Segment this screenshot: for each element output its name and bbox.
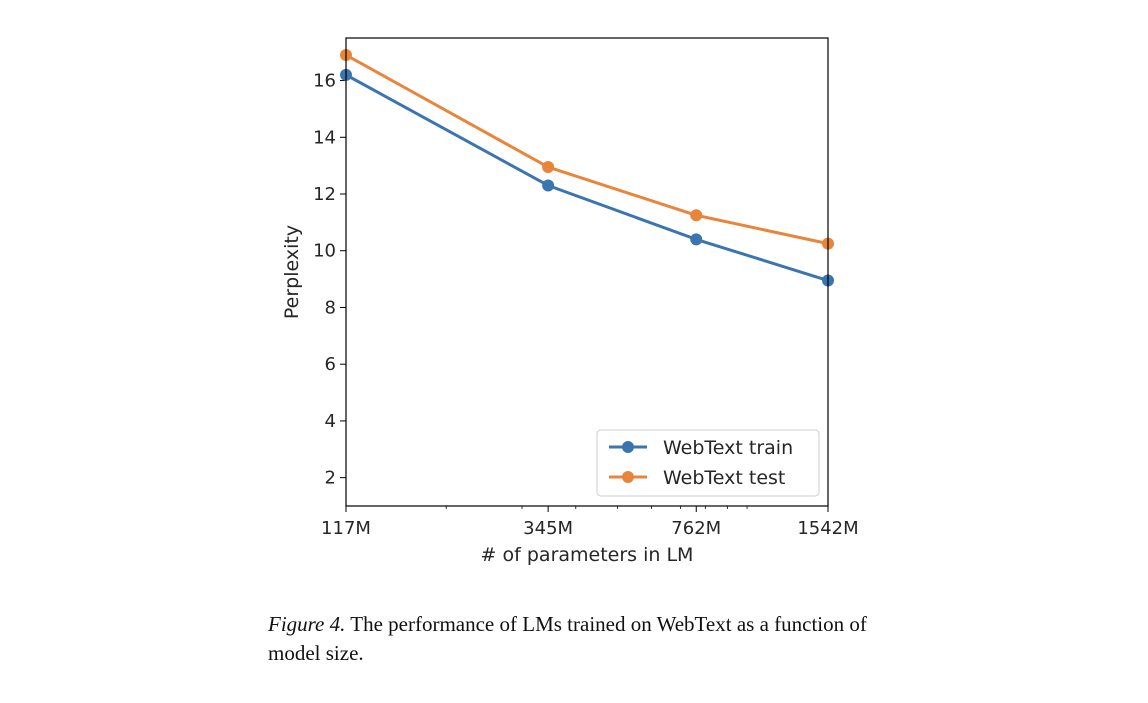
legend-label: WebText test xyxy=(663,467,785,489)
legend-swatch-marker xyxy=(622,441,634,453)
series-layer xyxy=(340,49,834,287)
data-point xyxy=(690,233,703,246)
y-tick-label: 4 xyxy=(325,411,336,432)
figure-caption: Figure 4. The performance of LMs trained… xyxy=(268,610,888,668)
legend-box xyxy=(596,429,820,497)
x-axis-ticks: 117M 345M 762M 1542M xyxy=(321,506,859,539)
data-point xyxy=(542,179,555,192)
x-tick-label: 117M xyxy=(321,518,371,539)
figure-caption-text: The performance of LMs trained on WebTex… xyxy=(268,612,867,665)
y-axis-label: Perplexity xyxy=(281,225,303,319)
x-axis-label: # of parameters in LM xyxy=(481,544,694,566)
x-tick-label: 1542M xyxy=(797,518,858,539)
legend-swatch-marker xyxy=(622,471,634,483)
data-point xyxy=(690,209,703,222)
x-tick-label: 345M xyxy=(523,518,573,539)
y-tick-label: 2 xyxy=(325,468,336,489)
x-tick-label: 762M xyxy=(671,518,721,539)
y-tick-label: 14 xyxy=(313,127,336,148)
data-point xyxy=(542,161,555,174)
figure-caption-label: Figure 4. xyxy=(268,612,346,636)
series-line-1 xyxy=(345,53,829,246)
y-tick-label: 6 xyxy=(325,354,336,375)
y-tick-label: 16 xyxy=(313,71,336,92)
plot-frame xyxy=(345,37,829,507)
y-tick-label: 8 xyxy=(325,297,336,318)
y-axis-ticks: 2 4 6 8 10 12 14 16 xyxy=(313,71,346,489)
series-line-0 xyxy=(345,73,829,282)
legend-label: WebText train xyxy=(663,437,793,459)
y-tick-label: 12 xyxy=(313,184,336,205)
legend: WebText train WebText test xyxy=(596,429,820,497)
y-tick-label: 10 xyxy=(313,241,336,262)
